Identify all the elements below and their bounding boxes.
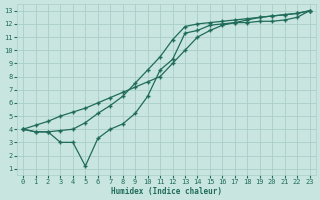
X-axis label: Humidex (Indice chaleur): Humidex (Indice chaleur) [111,187,222,196]
